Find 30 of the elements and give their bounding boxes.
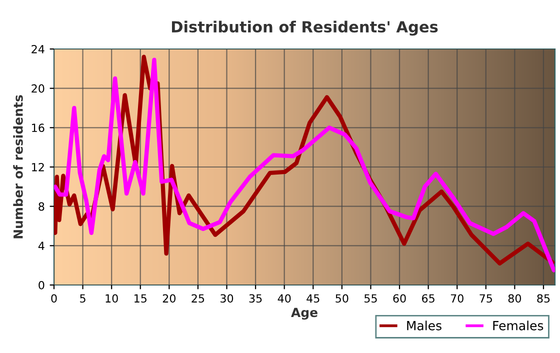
- x-tick-label: 0: [51, 294, 57, 303]
- y-axis-title: Number of residents: [13, 95, 23, 238]
- x-tick-label: 70: [450, 294, 464, 303]
- x-tick-label: 55: [364, 294, 377, 303]
- x-tick-label: 85: [537, 294, 550, 303]
- y-tick-label: 12: [32, 162, 44, 172]
- y-tick-label: 0: [38, 280, 44, 290]
- x-tick-label: 35: [249, 294, 262, 303]
- chart-title: Distribution of Residents' Ages: [172, 20, 438, 36]
- x-tick-label: 80: [508, 294, 522, 303]
- x-tick-label: 60: [393, 294, 406, 303]
- x-axis-title: Age: [291, 308, 318, 320]
- x-tick-label: 40: [278, 294, 291, 303]
- y-tick-label: 24: [32, 44, 44, 54]
- x-tick-label: 65: [422, 294, 434, 303]
- y-tick-label: 8: [38, 202, 44, 211]
- x-tick-label: 30: [220, 294, 234, 303]
- x-tick-label: 25: [192, 294, 204, 303]
- y-tick-label: 16: [32, 124, 44, 132]
- x-tick-label: 20: [162, 294, 176, 303]
- x-tick-label: 45: [306, 294, 320, 303]
- y-tick-label: 20: [32, 84, 44, 93]
- y-tick-label: 4: [38, 242, 44, 250]
- legend-label: Males: [407, 320, 442, 330]
- x-tick-label: 10: [106, 294, 118, 303]
- x-tick-label: 5: [80, 294, 86, 303]
- x-tick-label: 75: [480, 294, 492, 303]
- x-tick-label: 15: [134, 294, 146, 303]
- x-tick-label: 50: [336, 294, 348, 303]
- legend-label: Females: [493, 320, 544, 330]
